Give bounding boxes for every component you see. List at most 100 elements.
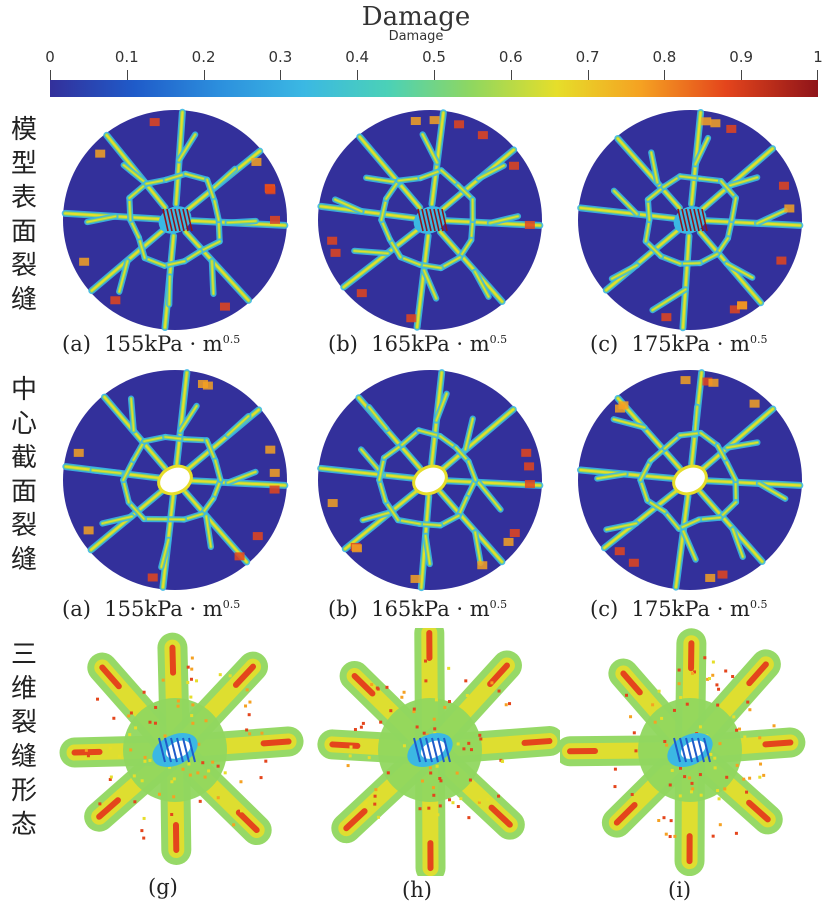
center-section-crack-panel [576,369,804,591]
damage-speck [96,697,100,701]
damage-speck [346,764,350,768]
edge-damage-mark [327,236,338,245]
damage-speck [459,797,463,801]
damage-speck [190,714,194,718]
central-hole [412,464,448,496]
damage-speck [707,677,711,681]
damage-speck [201,761,205,765]
damage-speck [170,780,174,784]
damage-speck [725,775,729,779]
row-label-char: 截 [10,443,37,473]
damage-speck [402,744,406,748]
damage-speck [203,775,207,779]
colorbar-tick [50,70,51,80]
damage-speck [772,724,776,728]
damage-speck [190,656,194,660]
damage-speck [132,774,136,778]
colorbar-tick-label: 0.3 [268,48,293,66]
edge-damage-mark [524,479,535,488]
damage-speck [142,816,146,820]
caption-letter: (a) [62,597,91,621]
damage-speck [651,703,655,707]
damage-speck [434,698,438,702]
damage-speck [679,766,683,770]
damage-speck [432,717,436,721]
damage-speck [668,835,672,839]
colorbar-tick-label: 0.4 [345,48,370,66]
row-label-char: 模 [10,115,37,145]
edge-damage-mark [628,558,639,567]
damage-speck [367,756,371,760]
row-label-char: 裂 [10,708,37,738]
panel-caption-h: (h) [402,878,432,902]
edge-damage-mark [705,573,716,582]
damage-speck [447,700,451,704]
edge-damage-mark [197,379,208,388]
damage-speck [84,748,88,752]
damage-speck [662,816,666,820]
damage-speck [129,748,133,752]
damage-speck [247,713,251,717]
damage-speck [248,732,252,736]
damage-speck [189,695,193,699]
damage-speck [153,721,157,725]
edge-damage-mark [219,302,230,311]
damage-speck [422,731,426,735]
damage-speck [657,819,661,823]
damage-speck [420,779,424,783]
caption-letter: (c) [590,597,619,621]
damage-speck [758,736,762,740]
panel-caption-c: (c) 175kPa · m0.5 [590,332,767,356]
damage-speck [349,745,353,749]
damage-speck [402,690,406,694]
edge-damage-mark [477,561,488,570]
damage-speck [424,679,428,683]
edge-damage-mark [147,573,158,582]
damage-speck [691,787,695,791]
edge-damage-mark [701,117,712,126]
damage-speck [196,771,200,775]
edge-damage-mark [737,301,748,310]
damage-speck [163,734,167,738]
damage-speck [711,660,715,664]
edge-damage-mark [251,157,262,166]
colorbar-title: Damage [361,2,471,32]
edge-damage-mark [234,552,245,561]
damage-speck [117,754,121,758]
caption-value: 165kPa · m [371,332,490,356]
damage-speck [108,777,112,781]
panel-caption-b: (b) 165kPa · m0.5 [328,597,507,621]
damage-speck [244,704,248,708]
damage-speck [462,747,466,751]
edge-damage-mark [524,220,535,229]
colorbar-tick-label: 0.8 [652,48,677,66]
edge-damage-mark [717,570,728,579]
colorbar-tick [280,70,282,80]
damage-speck [245,728,249,732]
damage-speck [109,775,113,779]
edge-damage-mark [776,256,787,265]
central-hole [673,206,708,234]
damage-speck [197,742,201,746]
damage-speck [86,754,90,758]
edge-damage-mark [73,448,84,457]
caption-letter: (c) [590,332,619,356]
caption-exponent: 0.5 [749,598,768,611]
damage-speck [758,775,762,779]
damage-speck [198,799,202,803]
damage-speck [711,834,715,838]
edge-damage-mark [454,120,465,129]
edge-damage-mark [429,116,440,125]
damage-speck [361,721,365,725]
damage-speck [477,800,481,804]
damage-speck [186,665,190,669]
damage-speck [447,666,451,670]
damage-speck [172,795,176,799]
damage-speck [260,731,264,735]
damage-speck [190,667,194,671]
damage-speck [140,829,144,833]
panel-caption-a: (a) 155kPa · m0.5 [62,332,240,356]
damage-speck [142,690,146,694]
damage-speck [738,727,742,731]
central-hole [157,464,193,496]
